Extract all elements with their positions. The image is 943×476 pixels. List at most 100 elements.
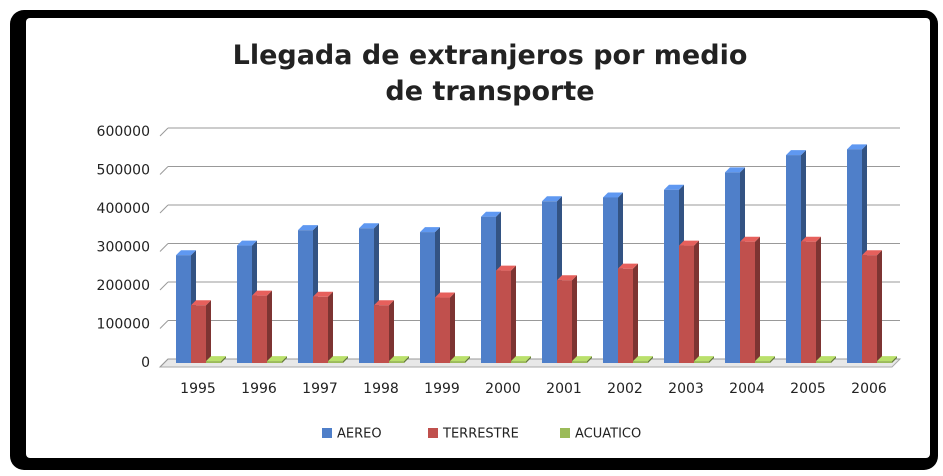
bar [740, 241, 755, 363]
bar-side [770, 356, 775, 363]
bar-top [618, 263, 638, 269]
bar-top [862, 250, 882, 256]
bar [206, 361, 221, 363]
x-tick-label: 2000 [485, 381, 521, 397]
bar [450, 361, 465, 363]
grid-line-side [159, 358, 169, 368]
y-tick-label: 300000 [97, 240, 150, 256]
y-tick-label: 400000 [97, 201, 150, 217]
x-tick-label: 2004 [729, 381, 765, 397]
x-tick-label: 2005 [790, 381, 826, 397]
bar-top [313, 291, 333, 297]
bar-top [786, 150, 806, 156]
bar [374, 305, 389, 363]
bar-top [542, 196, 562, 202]
bar [557, 280, 572, 363]
bar-top [450, 356, 470, 362]
bar [694, 361, 709, 363]
bar [679, 245, 694, 363]
x-tick-label: 1998 [363, 381, 399, 397]
legend-swatch [322, 428, 332, 438]
bar [847, 149, 862, 363]
bar-top [328, 356, 348, 362]
bar-top [237, 240, 257, 246]
bar-top [389, 356, 409, 362]
bar [755, 361, 770, 363]
bar-top [603, 192, 623, 198]
bar-side [831, 356, 836, 363]
bar [572, 361, 587, 363]
bar-top [267, 356, 287, 362]
bar [389, 361, 404, 363]
bar-side [450, 292, 455, 363]
bar [801, 241, 816, 363]
bar-side [343, 356, 348, 363]
y-tick-label: 500000 [97, 163, 150, 179]
x-tick-label: 1995 [180, 381, 216, 397]
bar [496, 270, 511, 363]
x-tick-label: 1997 [302, 381, 338, 397]
x-tick-label: 2006 [851, 381, 887, 397]
grid-line-side [159, 127, 169, 137]
bar-top [633, 356, 653, 362]
bar-top [176, 250, 196, 256]
bar [237, 245, 252, 363]
bar-top [191, 300, 211, 306]
bar-top [755, 356, 775, 362]
bar-top [664, 184, 684, 190]
grid-line-side [159, 243, 169, 252]
bar-top [572, 356, 592, 362]
bar [267, 361, 282, 363]
grid-line-side [159, 166, 169, 175]
bar [618, 268, 633, 363]
x-tick-label: 2001 [546, 381, 582, 397]
bar-side [633, 263, 638, 363]
bar-side [694, 240, 699, 363]
bar [603, 197, 618, 363]
bar-top [694, 356, 714, 362]
bar [633, 361, 648, 363]
bar-top [206, 356, 226, 362]
bar-side [206, 300, 211, 363]
bar [176, 255, 191, 363]
bar [481, 216, 496, 363]
bar-top [252, 290, 272, 296]
bar-top [420, 227, 440, 233]
bar [542, 201, 557, 363]
bar [298, 230, 313, 363]
grid-line-side [159, 281, 169, 291]
bar-top [557, 275, 577, 281]
bar-top [298, 225, 318, 231]
bar-side [709, 356, 714, 363]
bar-side [755, 236, 760, 363]
bar-side [511, 265, 516, 363]
grid-line-side [159, 320, 169, 329]
x-tick-label: 1999 [424, 381, 460, 397]
bar [877, 361, 892, 363]
bar-side [404, 356, 409, 363]
bar-side [587, 356, 592, 363]
chart-title: Llegada de extranjeros por medio de trans… [233, 40, 748, 107]
grid-line-side [159, 204, 169, 214]
bar-top [679, 240, 699, 246]
legend-swatch [560, 428, 570, 438]
bar [313, 296, 328, 363]
bar-top [816, 356, 836, 362]
legend-swatch [428, 428, 438, 438]
bar-top [496, 265, 516, 271]
bar [435, 297, 450, 363]
bar [420, 232, 435, 363]
bar [725, 172, 740, 363]
bar [328, 361, 343, 363]
x-tick-label: 2002 [607, 381, 643, 397]
bar [191, 305, 206, 363]
bar-side [572, 275, 577, 363]
bar-side [877, 250, 882, 363]
bar-side [221, 356, 226, 363]
bar [511, 361, 526, 363]
bar [664, 189, 679, 363]
x-tick-label: 2003 [668, 381, 704, 397]
bar-side [648, 356, 653, 363]
legend-label: AEREO [337, 427, 382, 442]
bar-side [816, 236, 821, 363]
